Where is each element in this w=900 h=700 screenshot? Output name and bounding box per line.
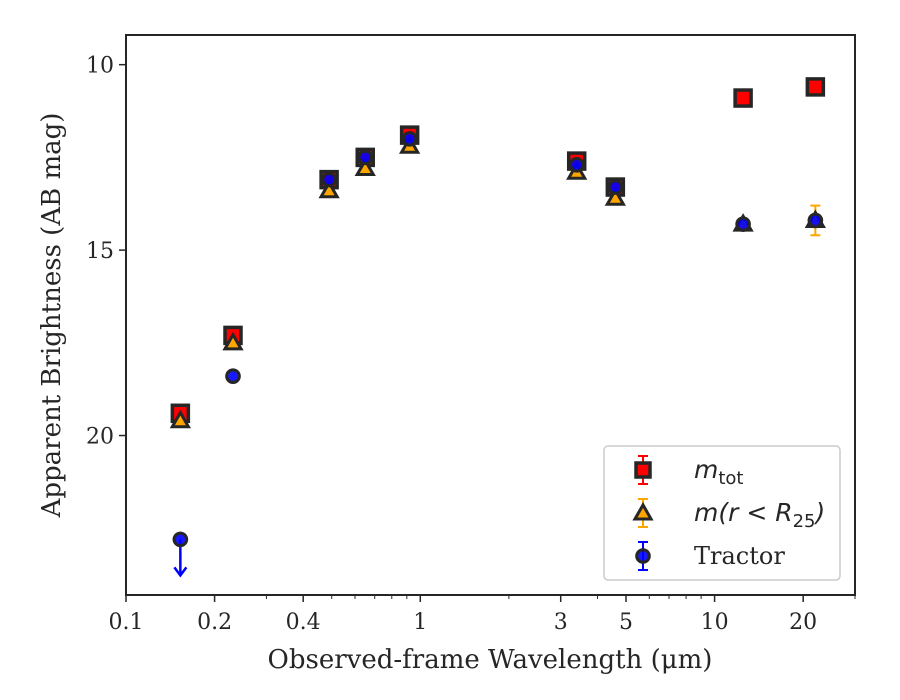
data-point [357,149,374,166]
series-triangle [169,135,826,429]
data-point [805,77,826,97]
x-tick-label: 5 [619,610,633,635]
x-tick-label: 0.2 [197,610,232,635]
legend-box [603,445,841,581]
x-tick-label: 0.1 [109,610,144,635]
data-point [354,157,376,177]
x-tick-label: 20 [789,610,817,635]
data-point [222,331,244,351]
x-tick-label: 10 [701,610,729,635]
data-point [735,216,751,232]
data-point [172,531,189,548]
y-axis-label: Apparent Brightness (AB mag) [37,113,67,519]
x-axis-label: Observed-frame Wavelength (μm) [268,645,713,675]
data-point [401,131,418,147]
series-circle [172,131,824,578]
data-marks [169,77,826,578]
plot-border [125,34,856,596]
y-axis: 10 15 20 [86,54,126,450]
series-square [170,77,826,424]
data-point [807,212,824,229]
legend-marker-triangle [632,501,654,521]
data-point [607,179,624,195]
data-point [321,171,337,188]
legend-label: m(r < R25) [694,498,825,532]
data-point [225,368,241,384]
data-point [568,157,585,173]
legend-label: mtot [694,455,744,489]
x-tick-label: 1 [413,610,427,635]
legend-label: Tractor [694,542,785,570]
plot-area [125,34,856,596]
legend: mtot m(r < R25) Tractor [603,445,841,581]
y-tick-label: 10 [86,54,114,79]
legend-marker-circle [635,548,651,564]
x-tick-label: 3 [554,610,568,635]
y-tick-label: 20 [86,425,114,450]
data-point [733,88,753,108]
x-tick-label: 0.4 [286,610,321,635]
legend-marker-square [634,461,652,479]
data-point [604,187,626,206]
y-tick-label: 15 [86,239,114,264]
upper-limit-arrowhead [173,566,188,578]
x-axis: 0.1 0.2 0.4 1 3 5 10 20 [109,595,856,635]
data-point [169,409,191,429]
data-point [318,179,340,199]
